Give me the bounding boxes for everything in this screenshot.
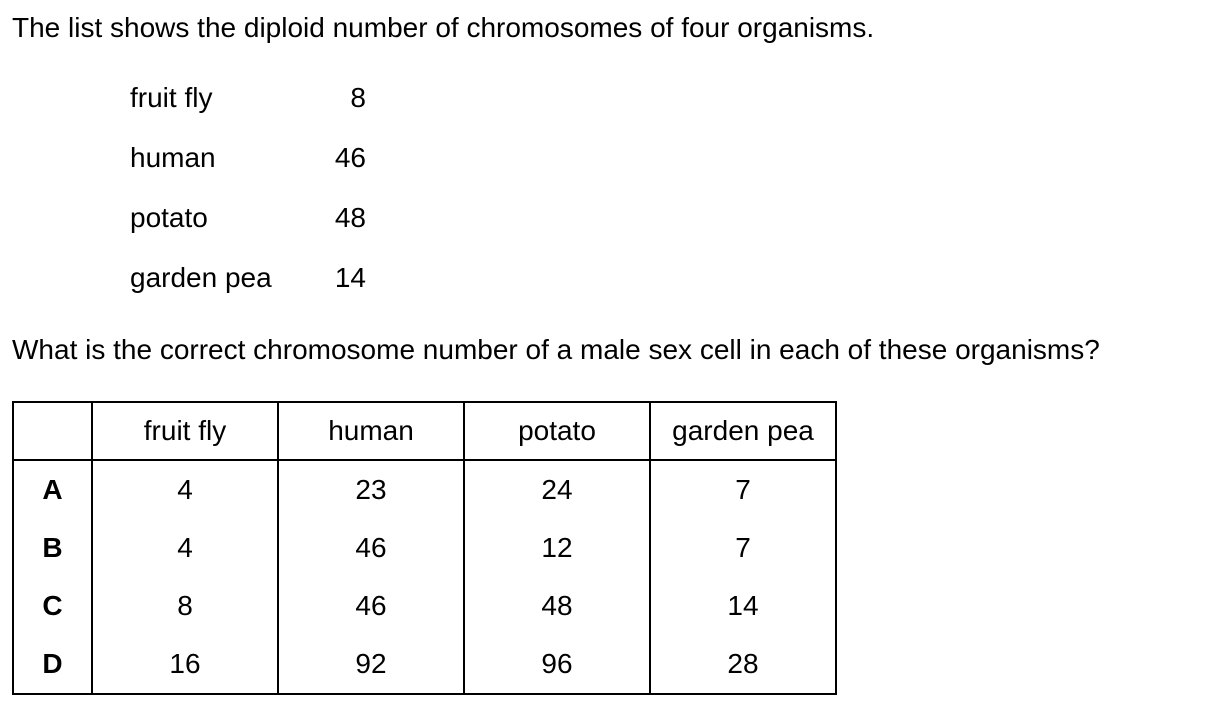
list-item: fruit fly 8 bbox=[130, 80, 390, 140]
table-cell: 46 bbox=[277, 577, 464, 635]
table-cell: 14 bbox=[649, 577, 837, 635]
table-cell: 16 bbox=[91, 635, 278, 695]
option-row-b[interactable]: B 4 46 12 7 bbox=[12, 519, 837, 577]
option-letter: C bbox=[12, 577, 92, 635]
table-cell: 7 bbox=[649, 460, 837, 519]
organism-name: fruit fly bbox=[130, 82, 213, 113]
list-item: potato 48 bbox=[130, 200, 390, 260]
table-cell: 4 bbox=[91, 460, 278, 519]
organism-name: human bbox=[130, 142, 216, 173]
table-header-row: fruit fly human potato garden pea bbox=[12, 401, 837, 461]
table-cell: 28 bbox=[649, 635, 837, 695]
table-cell: 23 bbox=[277, 460, 464, 519]
table-cell: 8 bbox=[91, 577, 278, 635]
diploid-number: 48 bbox=[334, 202, 366, 233]
option-row-c[interactable]: C 8 46 48 14 bbox=[12, 577, 837, 635]
intro-text: The list shows the diploid number of chr… bbox=[12, 12, 875, 43]
answer-options-table: fruit fly human potato garden pea A 4 23… bbox=[12, 401, 837, 695]
header-cell-potato: potato bbox=[463, 401, 650, 461]
table-cell: 4 bbox=[91, 519, 278, 577]
header-cell-garden-pea: garden pea bbox=[649, 401, 837, 461]
table-cell: 92 bbox=[277, 635, 464, 695]
organism-name: potato bbox=[130, 202, 208, 233]
header-cell-blank bbox=[12, 401, 92, 461]
table-cell: 46 bbox=[277, 519, 464, 577]
list-item: garden pea 14 bbox=[130, 260, 390, 320]
question-text: What is the correct chromosome number of… bbox=[12, 334, 1100, 365]
option-letter: A bbox=[12, 460, 92, 519]
option-letter: D bbox=[12, 635, 92, 695]
header-cell-fruit-fly: fruit fly bbox=[91, 401, 278, 461]
diploid-number: 14 bbox=[334, 262, 366, 293]
table-cell: 7 bbox=[649, 519, 837, 577]
option-row-a[interactable]: A 4 23 24 7 bbox=[12, 460, 837, 519]
option-letter: B bbox=[12, 519, 92, 577]
chromosome-list: fruit fly 8 human 46 potato 48 garden pe… bbox=[130, 80, 390, 320]
table-cell: 12 bbox=[463, 519, 650, 577]
header-cell-human: human bbox=[277, 401, 464, 461]
table-cell: 24 bbox=[463, 460, 650, 519]
table-cell: 96 bbox=[463, 635, 650, 695]
list-item: human 46 bbox=[130, 140, 390, 200]
diploid-number: 8 bbox=[350, 82, 366, 113]
diploid-number: 46 bbox=[334, 142, 366, 173]
table-cell: 48 bbox=[463, 577, 650, 635]
organism-name: garden pea bbox=[130, 262, 272, 293]
option-row-d[interactable]: D 16 92 96 28 bbox=[12, 635, 837, 695]
